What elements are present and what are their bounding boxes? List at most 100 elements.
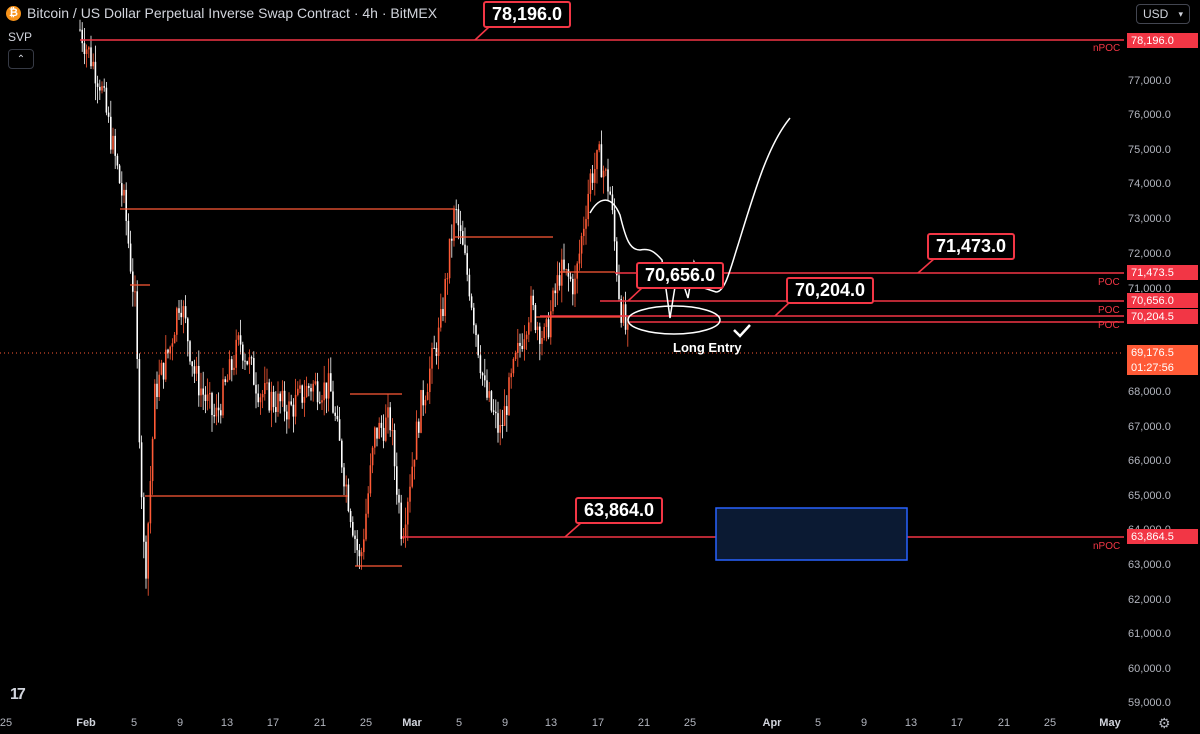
symbol-title[interactable]: Bitcoin / US Dollar Perpetual Inverse Sw… xyxy=(27,5,438,21)
candle-body xyxy=(545,319,548,327)
candle-body xyxy=(354,535,356,539)
time-axis[interactable]: 25 Feb 5 9 13 17 21 25 Mar 5 9 13 17 21 … xyxy=(0,712,1124,734)
candle-body xyxy=(501,424,504,426)
candle-body xyxy=(325,382,328,399)
candle-body xyxy=(193,366,196,374)
price-tick: 68,000.0 xyxy=(1128,386,1171,398)
chart-canvas[interactable] xyxy=(0,0,1124,712)
candle-body xyxy=(578,253,581,264)
candle-body xyxy=(202,388,204,395)
time-tick: 9 xyxy=(860,717,868,729)
candle-body xyxy=(341,440,343,468)
candle-body xyxy=(393,430,396,467)
candle-body xyxy=(275,407,277,412)
candle-body xyxy=(138,359,141,443)
candle-body xyxy=(398,494,400,503)
candle-body xyxy=(440,309,442,328)
candle-body xyxy=(96,83,99,87)
candle-body xyxy=(224,379,226,382)
candle-body xyxy=(572,278,574,295)
candle-body xyxy=(165,349,167,380)
chevron-up-icon: ⌃ xyxy=(16,53,26,65)
candle-body xyxy=(187,318,189,342)
currency-selector[interactable]: USD ▾ xyxy=(1136,4,1190,24)
candle-body xyxy=(110,116,112,150)
candle-body xyxy=(371,447,374,466)
candle-body xyxy=(158,374,160,398)
bar-countdown-tag: 01:27:56 xyxy=(1127,360,1198,375)
candle-body xyxy=(563,259,565,270)
time-tick: 25 xyxy=(1043,717,1057,729)
time-tick: 25 xyxy=(359,717,373,729)
candle-body xyxy=(435,347,438,356)
poc-label: POC xyxy=(1098,320,1120,331)
candle-body xyxy=(512,358,515,374)
candle-body xyxy=(244,360,246,362)
candle-body xyxy=(448,238,451,279)
candle-body xyxy=(217,407,220,411)
candle-body xyxy=(277,393,279,412)
candle-body xyxy=(246,361,248,365)
candle-body xyxy=(235,339,237,368)
candle-body xyxy=(231,359,233,370)
candle-body xyxy=(446,278,449,280)
candle-body xyxy=(407,501,409,525)
candle-body xyxy=(103,86,105,88)
candle-body xyxy=(492,410,495,412)
time-tick: 9 xyxy=(501,717,509,729)
time-tick: 13 xyxy=(220,717,234,729)
candle-body xyxy=(609,191,611,195)
candle-body xyxy=(539,326,541,344)
candle-body xyxy=(211,392,213,416)
npoc-label-top: nPOC xyxy=(1093,43,1121,54)
candle-body xyxy=(114,135,116,156)
candle-body xyxy=(255,384,257,394)
key-levels xyxy=(80,39,1124,538)
candle-body xyxy=(321,400,323,403)
candle-body xyxy=(261,394,264,398)
callout-63864: 63,864.0 xyxy=(575,497,664,524)
candle-body xyxy=(290,401,292,405)
last-price-tag: 69,176.5 xyxy=(1127,345,1198,360)
candle-body xyxy=(184,306,187,319)
candle-body xyxy=(451,238,453,241)
gear-icon[interactable]: ⚙ xyxy=(1158,715,1171,731)
candle-body xyxy=(367,493,369,514)
candle-body xyxy=(79,29,81,31)
candle-body xyxy=(556,275,559,294)
candle-body xyxy=(101,86,103,91)
candle-body xyxy=(464,244,466,254)
candle-body xyxy=(424,399,427,406)
collapse-indicators-button[interactable]: ⌃ xyxy=(8,49,34,69)
candle-body xyxy=(336,415,339,420)
candle-body xyxy=(173,334,176,344)
candle-body xyxy=(396,466,398,495)
candle-body xyxy=(312,383,314,392)
candle-body xyxy=(567,269,570,277)
candle-body xyxy=(242,344,244,361)
indicator-label-svp[interactable]: SVP xyxy=(8,30,33,44)
time-tick: 5 xyxy=(455,717,463,729)
candle-body xyxy=(99,86,101,91)
candle-body xyxy=(479,355,482,374)
price-tick: 67,000.0 xyxy=(1128,421,1171,433)
candle-body xyxy=(301,385,303,403)
time-tick: May xyxy=(1099,717,1121,729)
candle-body xyxy=(596,150,598,170)
price-tick: 74,000.0 xyxy=(1128,178,1171,190)
candle-body xyxy=(299,385,301,389)
chart-header: ₿ Bitcoin / US Dollar Perpetual Inverse … xyxy=(6,5,437,21)
candle-body xyxy=(292,404,295,417)
tradingview-logo[interactable]: 17 xyxy=(10,686,26,703)
candle-body xyxy=(147,523,149,579)
candle-body xyxy=(580,235,583,254)
candle-body xyxy=(499,424,501,433)
candle-body xyxy=(517,342,519,353)
time-tick: Mar xyxy=(402,717,422,729)
candle-body xyxy=(182,306,185,318)
callout-70656: 70,656.0 xyxy=(636,262,725,289)
price-axis[interactable]: 77,000.0 76,000.0 75,000.0 74,000.0 73,0… xyxy=(1124,0,1200,712)
candle-body xyxy=(380,422,383,428)
candle-body xyxy=(420,390,422,433)
candle-body xyxy=(167,349,169,354)
